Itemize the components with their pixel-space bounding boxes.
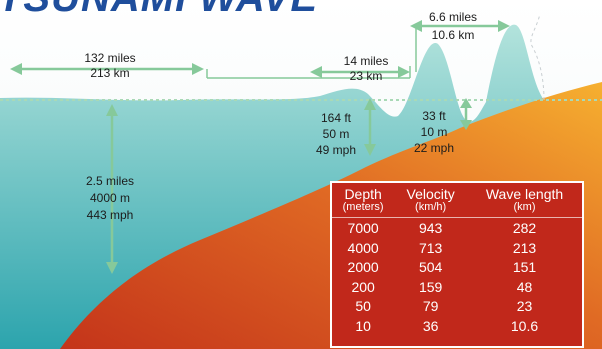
data-table: Depth (meters) Velocity (km/h) Wave length… — [332, 183, 582, 337]
header-velocity: Velocity (km/h) — [394, 183, 468, 218]
label-line: 132 miles — [84, 51, 136, 65]
cell-velocity: 36 — [422, 317, 439, 334]
cell-wave-length: 151 — [512, 259, 537, 276]
open-ocean-wavelength-label: 132 miles 213 km — [60, 51, 160, 81]
cell-velocity: 943 — [418, 220, 443, 236]
cell-wave-length: 48 — [516, 278, 533, 295]
near-shore-wavelength-label: 6.6 miles 10.6 km — [418, 10, 488, 43]
table-row: 7000 943 282 — [332, 218, 582, 239]
label-line: 443 mph — [86, 208, 134, 222]
near-shore-height-label: 33 ft 10 m 22 mph — [404, 108, 464, 156]
cell-wave-length: 23 — [516, 298, 533, 315]
label-line: 10 m — [420, 125, 448, 139]
cell-wave-length: 10.6 — [510, 317, 539, 334]
cell-wave-length: 282 — [512, 220, 537, 236]
mid-wavelength-label: 14 miles 23 km — [326, 54, 406, 84]
cell-wave-length: 213 — [512, 239, 537, 256]
diagram-title: TSUNAMI WAVE — [0, 0, 318, 18]
wave-outline-dashed — [530, 13, 545, 101]
cell-depth: 2000 — [347, 259, 379, 276]
table-row: 2000 504 151 — [332, 258, 582, 278]
cell-depth: 50 — [355, 298, 371, 315]
label-line: 22 mph — [413, 141, 455, 155]
cell-velocity: 504 — [418, 259, 443, 276]
depth-velocity-table: Depth (meters) Velocity (km/h) Wave length… — [330, 181, 584, 348]
label-line: 4000 m — [89, 191, 131, 205]
cell-depth: 200 — [351, 278, 375, 295]
label-line: 14 miles — [343, 54, 389, 68]
table-row: 200 159 48 — [332, 278, 582, 298]
cell-velocity: 79 — [422, 298, 439, 315]
cell-velocity: 713 — [418, 239, 443, 256]
label-line: 213 km — [90, 66, 130, 80]
table-row: 50 79 23 — [332, 297, 582, 317]
header-depth: Depth (meters) — [332, 183, 395, 218]
label-line: 23 km — [349, 69, 383, 83]
mid-height-label: 164 ft 50 m 49 mph — [306, 110, 366, 158]
label-line: 33 ft — [422, 109, 446, 123]
label-line: 50 m — [322, 127, 350, 141]
cell-velocity: 159 — [418, 278, 443, 295]
label-line: 2.5 miles — [85, 174, 135, 188]
cell-depth: 4000 — [347, 239, 379, 256]
table-header-row: Depth (meters) Velocity (km/h) Wave length… — [332, 183, 582, 218]
label-line: 10.6 km — [431, 28, 475, 42]
table-row: 10 36 10.6 — [332, 317, 582, 337]
cell-depth: 10 — [355, 317, 371, 334]
measurement-arrows — [10, 20, 510, 274]
table-row: 4000 713 213 — [332, 239, 582, 259]
label-line: 49 mph — [315, 143, 357, 157]
label-line: 6.6 miles — [428, 10, 478, 24]
ocean-depth-label: 2.5 miles 4000 m 443 mph — [70, 173, 150, 224]
label-line: 164 ft — [320, 111, 352, 125]
header-wave-length: Wave length (km) — [467, 183, 582, 218]
cell-depth: 7000 — [347, 220, 379, 236]
